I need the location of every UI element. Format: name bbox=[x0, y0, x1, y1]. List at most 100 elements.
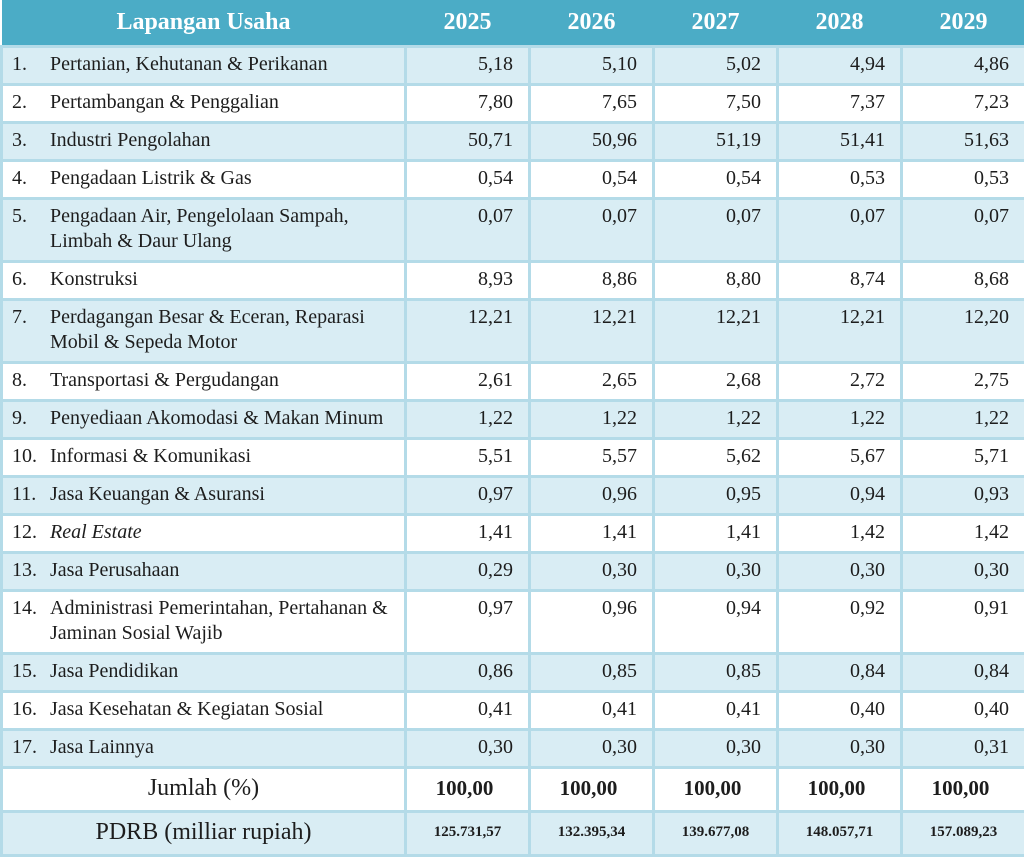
share-value-cell: 0,97 bbox=[406, 591, 530, 654]
share-value-cell: 0,54 bbox=[654, 161, 778, 199]
sector-column-header: Lapangan Usaha bbox=[2, 0, 406, 47]
jumlah-total-cell: 100,00 bbox=[778, 768, 902, 812]
table-row: 14.Administrasi Pemerintahan, Pertahanan… bbox=[2, 591, 1024, 654]
sector-label-cell: 6.Konstruksi bbox=[2, 262, 406, 300]
share-value-cell: 5,02 bbox=[654, 47, 778, 85]
share-value-cell: 12,21 bbox=[654, 300, 778, 363]
sector-label-cell: 1.Pertanian, Kehutanan & Perikanan bbox=[2, 47, 406, 85]
share-value-cell: 0,53 bbox=[902, 161, 1024, 199]
share-value-cell: 0,93 bbox=[902, 477, 1024, 515]
sector-label-cell: 4.Pengadaan Listrik & Gas bbox=[2, 161, 406, 199]
row-number: 16. bbox=[12, 697, 50, 722]
share-value-cell: 0,30 bbox=[902, 553, 1024, 591]
jumlah-total-cell: 100,00 bbox=[654, 768, 778, 812]
share-value-cell: 8,93 bbox=[406, 262, 530, 300]
share-value-cell: 1,22 bbox=[902, 401, 1024, 439]
sector-name: Transportasi & Pergudangan bbox=[50, 368, 400, 393]
share-value-cell: 2,65 bbox=[530, 363, 654, 401]
share-value-cell: 0,97 bbox=[406, 477, 530, 515]
jumlah-total-cell: 100,00 bbox=[530, 768, 654, 812]
share-value-cell: 2,75 bbox=[902, 363, 1024, 401]
share-value-cell: 51,19 bbox=[654, 123, 778, 161]
share-value-cell: 2,61 bbox=[406, 363, 530, 401]
year-column-header: 2025 bbox=[406, 0, 530, 47]
sector-name: Jasa Lainnya bbox=[50, 735, 400, 760]
share-value-cell: 4,94 bbox=[778, 47, 902, 85]
sector-label-cell: 2.Pertambangan & Penggalian bbox=[2, 85, 406, 123]
share-value-cell: 5,18 bbox=[406, 47, 530, 85]
share-value-cell: 12,21 bbox=[778, 300, 902, 363]
share-value-cell: 12,21 bbox=[406, 300, 530, 363]
share-value-cell: 1,42 bbox=[778, 515, 902, 553]
sector-label-cell: 5.Pengadaan Air, Pengelolaan Sampah, Lim… bbox=[2, 199, 406, 262]
share-value-cell: 7,80 bbox=[406, 85, 530, 123]
jumlah-total-cell: 100,00 bbox=[902, 768, 1024, 812]
year-column-header: 2026 bbox=[530, 0, 654, 47]
sector-label-cell: 14.Administrasi Pemerintahan, Pertahanan… bbox=[2, 591, 406, 654]
pdrb-label: PDRB (milliar rupiah) bbox=[2, 812, 406, 856]
sector-label-cell: 17.Jasa Lainnya bbox=[2, 730, 406, 768]
sector-name: Pertambangan & Penggalian bbox=[50, 90, 400, 115]
share-value-cell: 50,96 bbox=[530, 123, 654, 161]
share-value-cell: 0,94 bbox=[778, 477, 902, 515]
share-value-cell: 0,30 bbox=[530, 730, 654, 768]
share-value-cell: 0,41 bbox=[530, 692, 654, 730]
year-column-header: 2027 bbox=[654, 0, 778, 47]
share-value-cell: 0,29 bbox=[406, 553, 530, 591]
share-value-cell: 1,22 bbox=[778, 401, 902, 439]
table-row: 7.Perdagangan Besar & Eceran, Reparasi M… bbox=[2, 300, 1024, 363]
row-number: 15. bbox=[12, 659, 50, 684]
sector-name: Pertanian, Kehutanan & Perikanan bbox=[50, 52, 400, 77]
share-value-cell: 0,41 bbox=[406, 692, 530, 730]
sector-name: Jasa Kesehatan & Kegiatan Sosial bbox=[50, 697, 400, 722]
row-number: 2. bbox=[12, 90, 50, 115]
share-value-cell: 0,30 bbox=[654, 553, 778, 591]
share-value-cell: 0,07 bbox=[778, 199, 902, 262]
share-value-cell: 0,30 bbox=[654, 730, 778, 768]
share-value-cell: 0,30 bbox=[530, 553, 654, 591]
share-value-cell: 1,22 bbox=[530, 401, 654, 439]
share-value-cell: 5,10 bbox=[530, 47, 654, 85]
share-value-cell: 1,41 bbox=[530, 515, 654, 553]
pdrb-value-cell: 148.057,71 bbox=[778, 812, 902, 856]
share-value-cell: 51,41 bbox=[778, 123, 902, 161]
share-value-cell: 1,41 bbox=[406, 515, 530, 553]
pdrb-value-cell: 157.089,23 bbox=[902, 812, 1024, 856]
row-number: 3. bbox=[12, 128, 50, 153]
share-value-cell: 8,74 bbox=[778, 262, 902, 300]
jumlah-label: Jumlah (%) bbox=[2, 768, 406, 812]
share-value-cell: 8,68 bbox=[902, 262, 1024, 300]
share-value-cell: 5,62 bbox=[654, 439, 778, 477]
row-number: 5. bbox=[12, 204, 50, 229]
share-value-cell: 0,31 bbox=[902, 730, 1024, 768]
share-value-cell: 8,86 bbox=[530, 262, 654, 300]
share-value-cell: 12,20 bbox=[902, 300, 1024, 363]
row-number: 1. bbox=[12, 52, 50, 77]
row-number: 10. bbox=[12, 444, 50, 469]
sector-label-cell: 11.Jasa Keuangan & Asuransi bbox=[2, 477, 406, 515]
year-column-header: 2029 bbox=[902, 0, 1024, 47]
share-value-cell: 0,86 bbox=[406, 654, 530, 692]
row-number: 11. bbox=[12, 482, 50, 507]
share-value-cell: 0,30 bbox=[778, 553, 902, 591]
share-value-cell: 0,96 bbox=[530, 477, 654, 515]
share-value-cell: 0,53 bbox=[778, 161, 902, 199]
share-value-cell: 0,95 bbox=[654, 477, 778, 515]
row-number: 7. bbox=[12, 305, 50, 330]
share-value-cell: 0,54 bbox=[530, 161, 654, 199]
sector-label-cell: 15.Jasa Pendidikan bbox=[2, 654, 406, 692]
sector-name: Perdagangan Besar & Eceran, Reparasi Mob… bbox=[50, 305, 400, 355]
pdrb-value-cell: 132.395,34 bbox=[530, 812, 654, 856]
sector-label-cell: 13.Jasa Perusahaan bbox=[2, 553, 406, 591]
